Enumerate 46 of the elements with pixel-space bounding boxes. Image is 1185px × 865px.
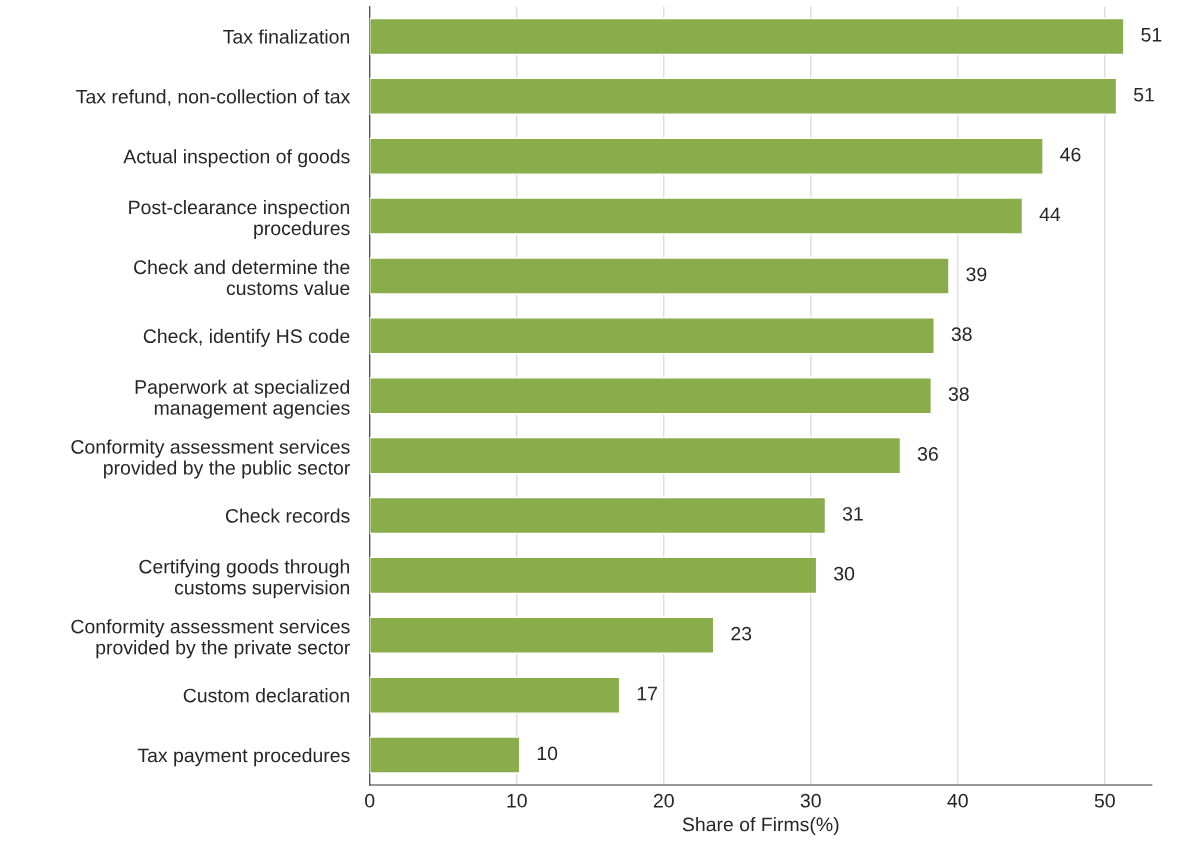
bar bbox=[369, 77, 1118, 115]
y-tick-label: Tax payment procedures bbox=[137, 748, 350, 767]
data-label: 36 bbox=[917, 447, 938, 461]
data-label: 44 bbox=[1039, 207, 1061, 222]
y-tick-label: Actual inspection of goods bbox=[123, 149, 350, 168]
y-tick-label: Conformity assessment services provided by the private sector bbox=[71, 619, 350, 659]
bar bbox=[369, 137, 1044, 175]
x-tick-label: 20 bbox=[653, 793, 674, 808]
data-label: 10 bbox=[537, 746, 558, 761]
data-label: 30 bbox=[834, 566, 855, 581]
bar bbox=[369, 197, 1024, 235]
x-axis-title: Share of Firms(%) bbox=[682, 817, 839, 836]
data-label: 51 bbox=[1141, 28, 1162, 42]
bar bbox=[369, 736, 521, 774]
x-tick-label: 0 bbox=[365, 793, 375, 808]
data-label: 23 bbox=[731, 626, 752, 641]
data-label: 31 bbox=[842, 506, 863, 521]
x-tick-label: 30 bbox=[800, 793, 821, 808]
y-tick-label: Certifying goods through customs supervision bbox=[139, 559, 350, 599]
bar bbox=[369, 676, 621, 714]
y-tick-label: Tax refund, non-collection of tax bbox=[76, 89, 351, 106]
data-label: 39 bbox=[966, 267, 987, 282]
bar bbox=[369, 616, 715, 654]
bar bbox=[369, 436, 902, 475]
bar bbox=[369, 317, 935, 355]
y-tick-label: Check records bbox=[225, 508, 350, 523]
bar bbox=[369, 17, 1125, 56]
x-tick-label: 50 bbox=[1094, 793, 1115, 808]
y-tick-label: Custom declaration bbox=[183, 688, 350, 703]
y-tick-label: Conformity assessment services provided by the public sector bbox=[71, 439, 350, 479]
data-label: 46 bbox=[1060, 147, 1081, 162]
data-label: 51 bbox=[1133, 87, 1154, 102]
bar bbox=[369, 377, 932, 415]
y-tick-label: Check, identify HS code bbox=[143, 328, 350, 347]
y-tick-label: Post-clearance inspection procedures bbox=[129, 199, 350, 240]
data-label: 38 bbox=[948, 387, 969, 401]
bar bbox=[369, 556, 818, 595]
data-label: 17 bbox=[637, 686, 657, 701]
bar bbox=[369, 496, 827, 535]
x-tick-label: 10 bbox=[507, 793, 527, 808]
y-tick-label: Tax finalization bbox=[223, 29, 350, 44]
bar bbox=[369, 257, 950, 295]
data-label: 38 bbox=[951, 327, 972, 342]
x-tick-label: 40 bbox=[947, 793, 968, 808]
y-tick-label: Check and determine the customs value bbox=[134, 259, 350, 296]
y-tick-label: Paperwork at specialized management agencies bbox=[135, 379, 350, 419]
